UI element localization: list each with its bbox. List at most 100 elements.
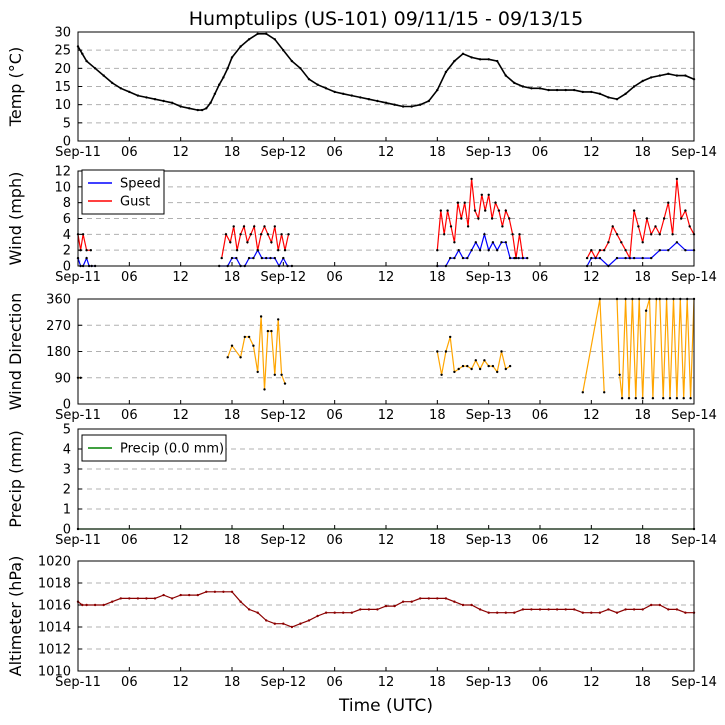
data-point xyxy=(457,367,460,371)
data-point xyxy=(273,622,276,625)
data-point xyxy=(547,88,550,92)
data-point xyxy=(246,241,249,244)
data-point xyxy=(439,209,442,212)
data-point xyxy=(504,209,507,212)
data-point xyxy=(153,597,157,600)
data-point xyxy=(224,233,228,236)
data-point xyxy=(243,335,246,339)
data-point xyxy=(497,209,501,212)
y-tick-label: 10 xyxy=(54,180,71,195)
data-point xyxy=(256,611,259,614)
data-point xyxy=(333,90,336,94)
data-point xyxy=(461,603,465,607)
data-point xyxy=(581,611,584,614)
data-point xyxy=(359,96,362,99)
data-point xyxy=(270,241,273,244)
data-point xyxy=(632,209,636,212)
data-point xyxy=(299,622,302,625)
x-tick-label: 12 xyxy=(378,270,395,285)
data-point xyxy=(239,233,242,236)
data-point xyxy=(530,87,533,90)
data-point xyxy=(419,103,422,106)
data-point xyxy=(680,217,683,220)
x-tick-label: 06 xyxy=(326,145,343,160)
x-tick-label: Sep-14 xyxy=(671,145,717,160)
data-point xyxy=(526,256,529,260)
data-point xyxy=(461,364,465,368)
series-line-speed xyxy=(586,241,694,267)
data-point xyxy=(205,107,208,110)
data-point xyxy=(393,604,396,608)
data-point xyxy=(521,85,525,88)
data-point xyxy=(689,397,692,400)
data-point xyxy=(470,56,473,59)
data-point xyxy=(590,249,593,252)
data-point xyxy=(449,225,453,228)
data-point xyxy=(277,249,280,252)
data-point xyxy=(235,256,238,260)
data-point xyxy=(470,249,473,252)
legend: Speed Gust xyxy=(81,169,165,215)
x-tick-label: Sep-11 xyxy=(55,408,101,423)
data-point xyxy=(188,593,191,597)
y-axis-label: Altimeter (hPa) xyxy=(6,556,25,677)
data-point xyxy=(401,105,405,108)
data-point xyxy=(179,593,182,597)
x-tick-label: 12 xyxy=(378,408,395,423)
data-point xyxy=(487,58,490,61)
data-point xyxy=(620,397,624,400)
x-tick-label: 06 xyxy=(532,533,549,548)
x-axis-label: Time (UTC) xyxy=(338,696,433,716)
data-point xyxy=(667,249,670,252)
data-point xyxy=(145,597,148,600)
data-point xyxy=(496,59,499,63)
data-point xyxy=(491,241,495,244)
data-point xyxy=(410,600,413,603)
data-point xyxy=(461,52,465,55)
y-tick-label: 1010 xyxy=(38,665,71,680)
data-point xyxy=(466,364,469,368)
y-tick-label: 0 xyxy=(63,135,71,150)
data-point xyxy=(598,92,602,96)
data-point xyxy=(513,256,516,260)
y-tick-label: 5 xyxy=(63,423,71,438)
data-point xyxy=(252,256,255,260)
data-point xyxy=(573,608,576,611)
data-point xyxy=(443,233,446,236)
data-point xyxy=(273,373,276,376)
x-tick-label: 12 xyxy=(583,533,600,548)
data-point xyxy=(259,233,263,236)
data-point xyxy=(603,249,606,252)
plot-frame xyxy=(77,428,695,530)
data-point xyxy=(111,600,114,603)
data-point xyxy=(598,249,602,252)
y-axis-label: Wind Direction xyxy=(6,293,25,411)
data-point xyxy=(277,318,280,321)
data-point xyxy=(111,81,114,85)
data-point xyxy=(667,608,670,611)
x-tick-label: 18 xyxy=(634,675,651,690)
data-point xyxy=(624,256,627,260)
data-point xyxy=(504,367,507,371)
data-point xyxy=(478,249,482,252)
y-tick-label: 4 xyxy=(63,443,71,458)
data-point xyxy=(668,397,672,400)
series-line-gust xyxy=(221,224,290,259)
data-point xyxy=(230,590,234,593)
data-point xyxy=(359,608,362,611)
x-tick-label: 06 xyxy=(532,408,549,423)
data-point xyxy=(81,52,84,55)
data-point xyxy=(684,74,687,77)
data-point xyxy=(273,225,276,228)
data-point xyxy=(188,107,191,110)
data-point xyxy=(239,45,242,48)
series-line-gust xyxy=(436,178,524,259)
data-point xyxy=(675,608,679,611)
data-point xyxy=(634,397,637,400)
data-point xyxy=(333,611,336,614)
data-point xyxy=(650,603,653,607)
x-tick-label: Sep-13 xyxy=(466,145,512,160)
data-point xyxy=(282,622,285,625)
